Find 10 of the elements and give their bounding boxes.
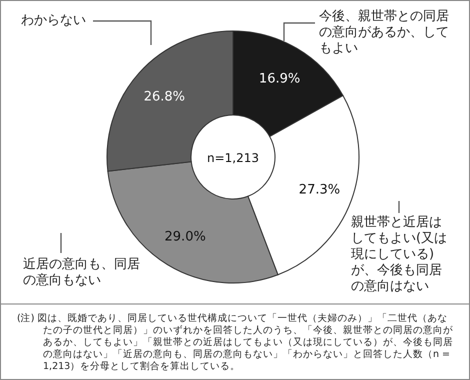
text: n=1,213 [206,151,260,165]
slice-label: わからない [21,13,87,29]
slice-label: 近居の意向も、同居の意向もない [23,257,141,289]
data-label: 27.3% [298,182,340,198]
data-label: 26.8% [144,90,186,105]
data-label: 29.0% [164,230,206,245]
data-label: 16.9% [258,72,300,87]
slice-label: 今後、親世帯との同居の意向があるか、してもよい [319,9,450,57]
text: (注) 図は、既婚であり、同居している世代構成について「一世代（夫婦のみ）」「二世代（あなたの子の世代と同居）」のいずれかを回答した人のうち、「今後、親世帯との同居の意向があるか、してもよい」「親世帯との近居はしてもよい（又は現にしている）が、今後も同居の意向はない」「近居の意向も、同居の意向もない」「わからない」と回答した人数（n = 1,213）を分母として割合を算出している。 [17,313,454,373]
slice-label: 親世帯と近居はしてもよい(又は現にしている)が、今後も同居の意向はない [351,215,448,295]
